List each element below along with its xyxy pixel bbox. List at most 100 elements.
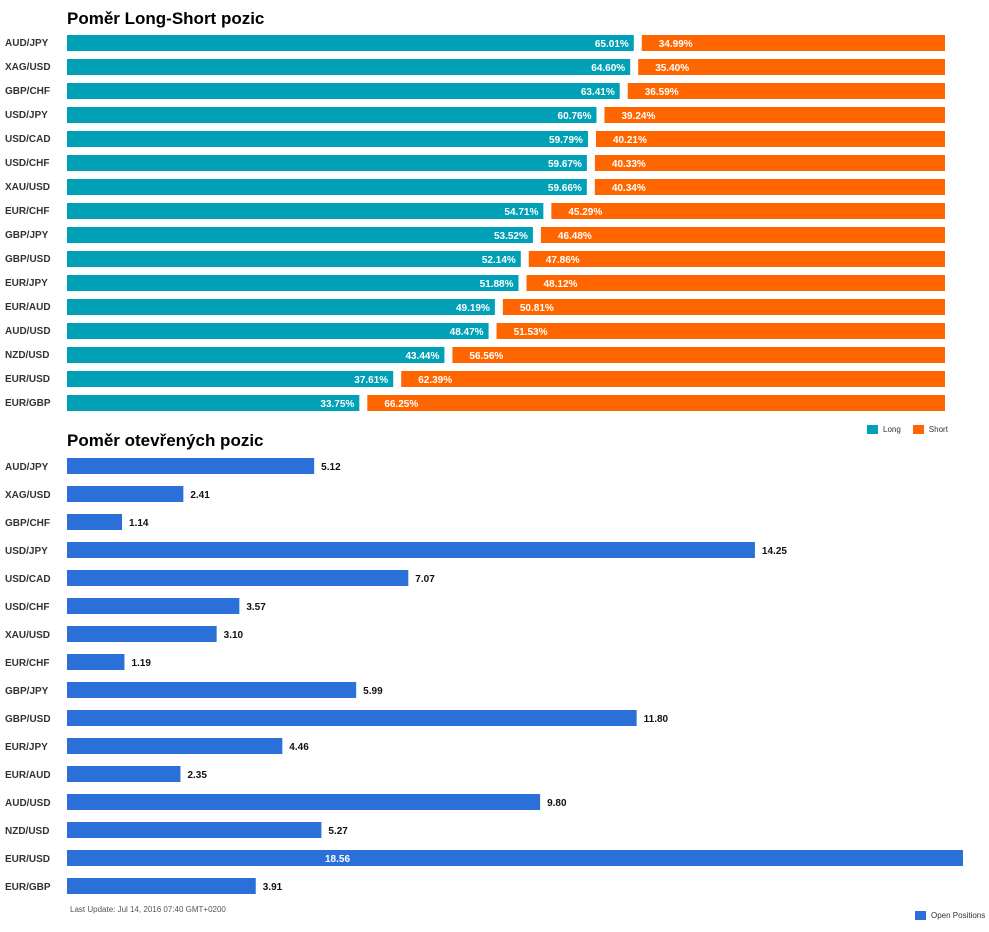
short-value-label: 40.33%	[612, 159, 646, 170]
open-positions-value-label: 1.14	[129, 518, 149, 529]
long-value-label: 37.61%	[354, 375, 388, 386]
category-label: GBP/USD	[5, 254, 51, 265]
open-positions-value-label: 5.99	[363, 686, 383, 697]
category-label: EUR/CHF	[5, 206, 49, 217]
long-value-label: 59.67%	[548, 159, 582, 170]
short-value-label: 36.59%	[645, 87, 679, 98]
short-value-label: 40.21%	[613, 135, 647, 146]
category-label: GBP/USD	[5, 714, 51, 725]
open-positions-value-label: 9.80	[547, 798, 567, 809]
legend-label-long: Long	[883, 425, 901, 434]
open-positions-value-label: 3.91	[263, 882, 283, 893]
category-label: GBP/CHF	[5, 86, 50, 97]
category-label: EUR/GBP	[5, 398, 51, 409]
legend-item-open: Open Positions	[915, 911, 985, 920]
short-value-label: 40.34%	[612, 183, 646, 194]
long-bar	[67, 83, 620, 99]
legend-label-open: Open Positions	[931, 911, 986, 920]
long-value-label: 52.14%	[482, 255, 516, 266]
open-positions-bar	[67, 682, 357, 698]
short-bar	[594, 179, 945, 195]
long-value-label: 65.01%	[595, 39, 629, 50]
short-value-label: 34.99%	[659, 39, 693, 50]
category-label: XAU/USD	[5, 630, 50, 641]
short-value-label: 62.39%	[418, 375, 452, 386]
category-label: USD/CHF	[5, 602, 49, 613]
short-bar	[367, 395, 945, 411]
short-bar	[595, 131, 945, 147]
long-value-label: 64.60%	[591, 63, 625, 74]
long-value-label: 33.75%	[320, 399, 354, 410]
short-bar	[528, 251, 945, 267]
legend-item-long: Long	[867, 425, 901, 434]
category-label: XAG/USD	[5, 490, 51, 501]
open-positions-bar	[67, 654, 125, 670]
long-bar	[67, 347, 445, 363]
short-bar	[641, 35, 945, 51]
short-value-label: 45.29%	[568, 207, 602, 218]
long-value-label: 60.76%	[558, 111, 592, 122]
short-value-label: 50.81%	[520, 303, 554, 314]
long-bar	[67, 155, 587, 171]
long-bar	[67, 227, 533, 243]
open-positions-bar	[67, 626, 217, 642]
long-bar	[67, 59, 631, 75]
open-positions-value-label: 2.41	[190, 490, 210, 501]
long-bar	[67, 395, 360, 411]
short-value-label: 39.24%	[621, 111, 655, 122]
long-value-label: 54.71%	[504, 207, 538, 218]
category-label: USD/CAD	[5, 574, 51, 585]
open-positions-value-label: 11.80	[644, 714, 669, 725]
open-positions-value-label: 14.25	[762, 546, 787, 557]
short-bar	[502, 299, 945, 315]
legend-long-short: Long Short	[867, 425, 960, 434]
long-bar	[67, 179, 587, 195]
open-positions-bar	[67, 710, 637, 726]
short-value-label: 48.12%	[544, 279, 578, 290]
category-label: AUD/USD	[5, 798, 51, 809]
open-positions-bar	[67, 794, 541, 810]
open-positions-value-label: 3.57	[246, 602, 266, 613]
long-value-label: 49.19%	[456, 303, 490, 314]
long-bar	[67, 323, 489, 339]
open-positions-bar	[67, 514, 123, 530]
long-bar	[67, 299, 495, 315]
category-label: EUR/USD	[5, 854, 50, 865]
long-value-label: 48.47%	[450, 327, 484, 338]
category-label: GBP/JPY	[5, 230, 49, 241]
legend-swatch-short	[912, 425, 924, 434]
category-label: USD/CHF	[5, 158, 49, 169]
category-label: NZD/USD	[5, 826, 49, 837]
open-positions-bar	[67, 486, 184, 502]
short-bar	[638, 59, 945, 75]
short-bar	[452, 347, 945, 363]
long-bar	[67, 251, 521, 267]
short-bar	[526, 275, 945, 291]
category-label: EUR/JPY	[5, 742, 48, 753]
open-positions-bar	[67, 766, 181, 782]
long-bar	[67, 371, 394, 387]
legend-swatch-long	[867, 425, 878, 434]
long-value-label: 53.52%	[494, 231, 528, 242]
long-bar	[67, 107, 597, 123]
category-label: AUD/USD	[5, 326, 51, 337]
short-value-label: 47.86%	[546, 255, 580, 266]
short-value-label: 46.48%	[558, 231, 592, 242]
category-label: EUR/JPY	[5, 278, 48, 289]
category-label: EUR/GBP	[5, 882, 51, 893]
open-positions-bar	[67, 458, 315, 474]
category-label: USD/CAD	[5, 134, 51, 145]
legend-label-short: Short	[928, 425, 948, 434]
long-bar	[67, 131, 588, 147]
long-value-label: 63.41%	[581, 87, 615, 98]
long-bar	[67, 275, 519, 291]
category-label: XAG/USD	[5, 62, 51, 73]
open-positions-bar	[67, 542, 755, 558]
category-label: XAU/USD	[5, 182, 50, 193]
long-value-label: 43.44%	[405, 351, 439, 362]
category-label: USD/JPY	[5, 546, 48, 557]
legend-item-short: Short	[912, 425, 948, 434]
short-value-label: 35.40%	[655, 63, 689, 74]
short-bar	[496, 323, 945, 339]
long-bar	[67, 35, 634, 51]
